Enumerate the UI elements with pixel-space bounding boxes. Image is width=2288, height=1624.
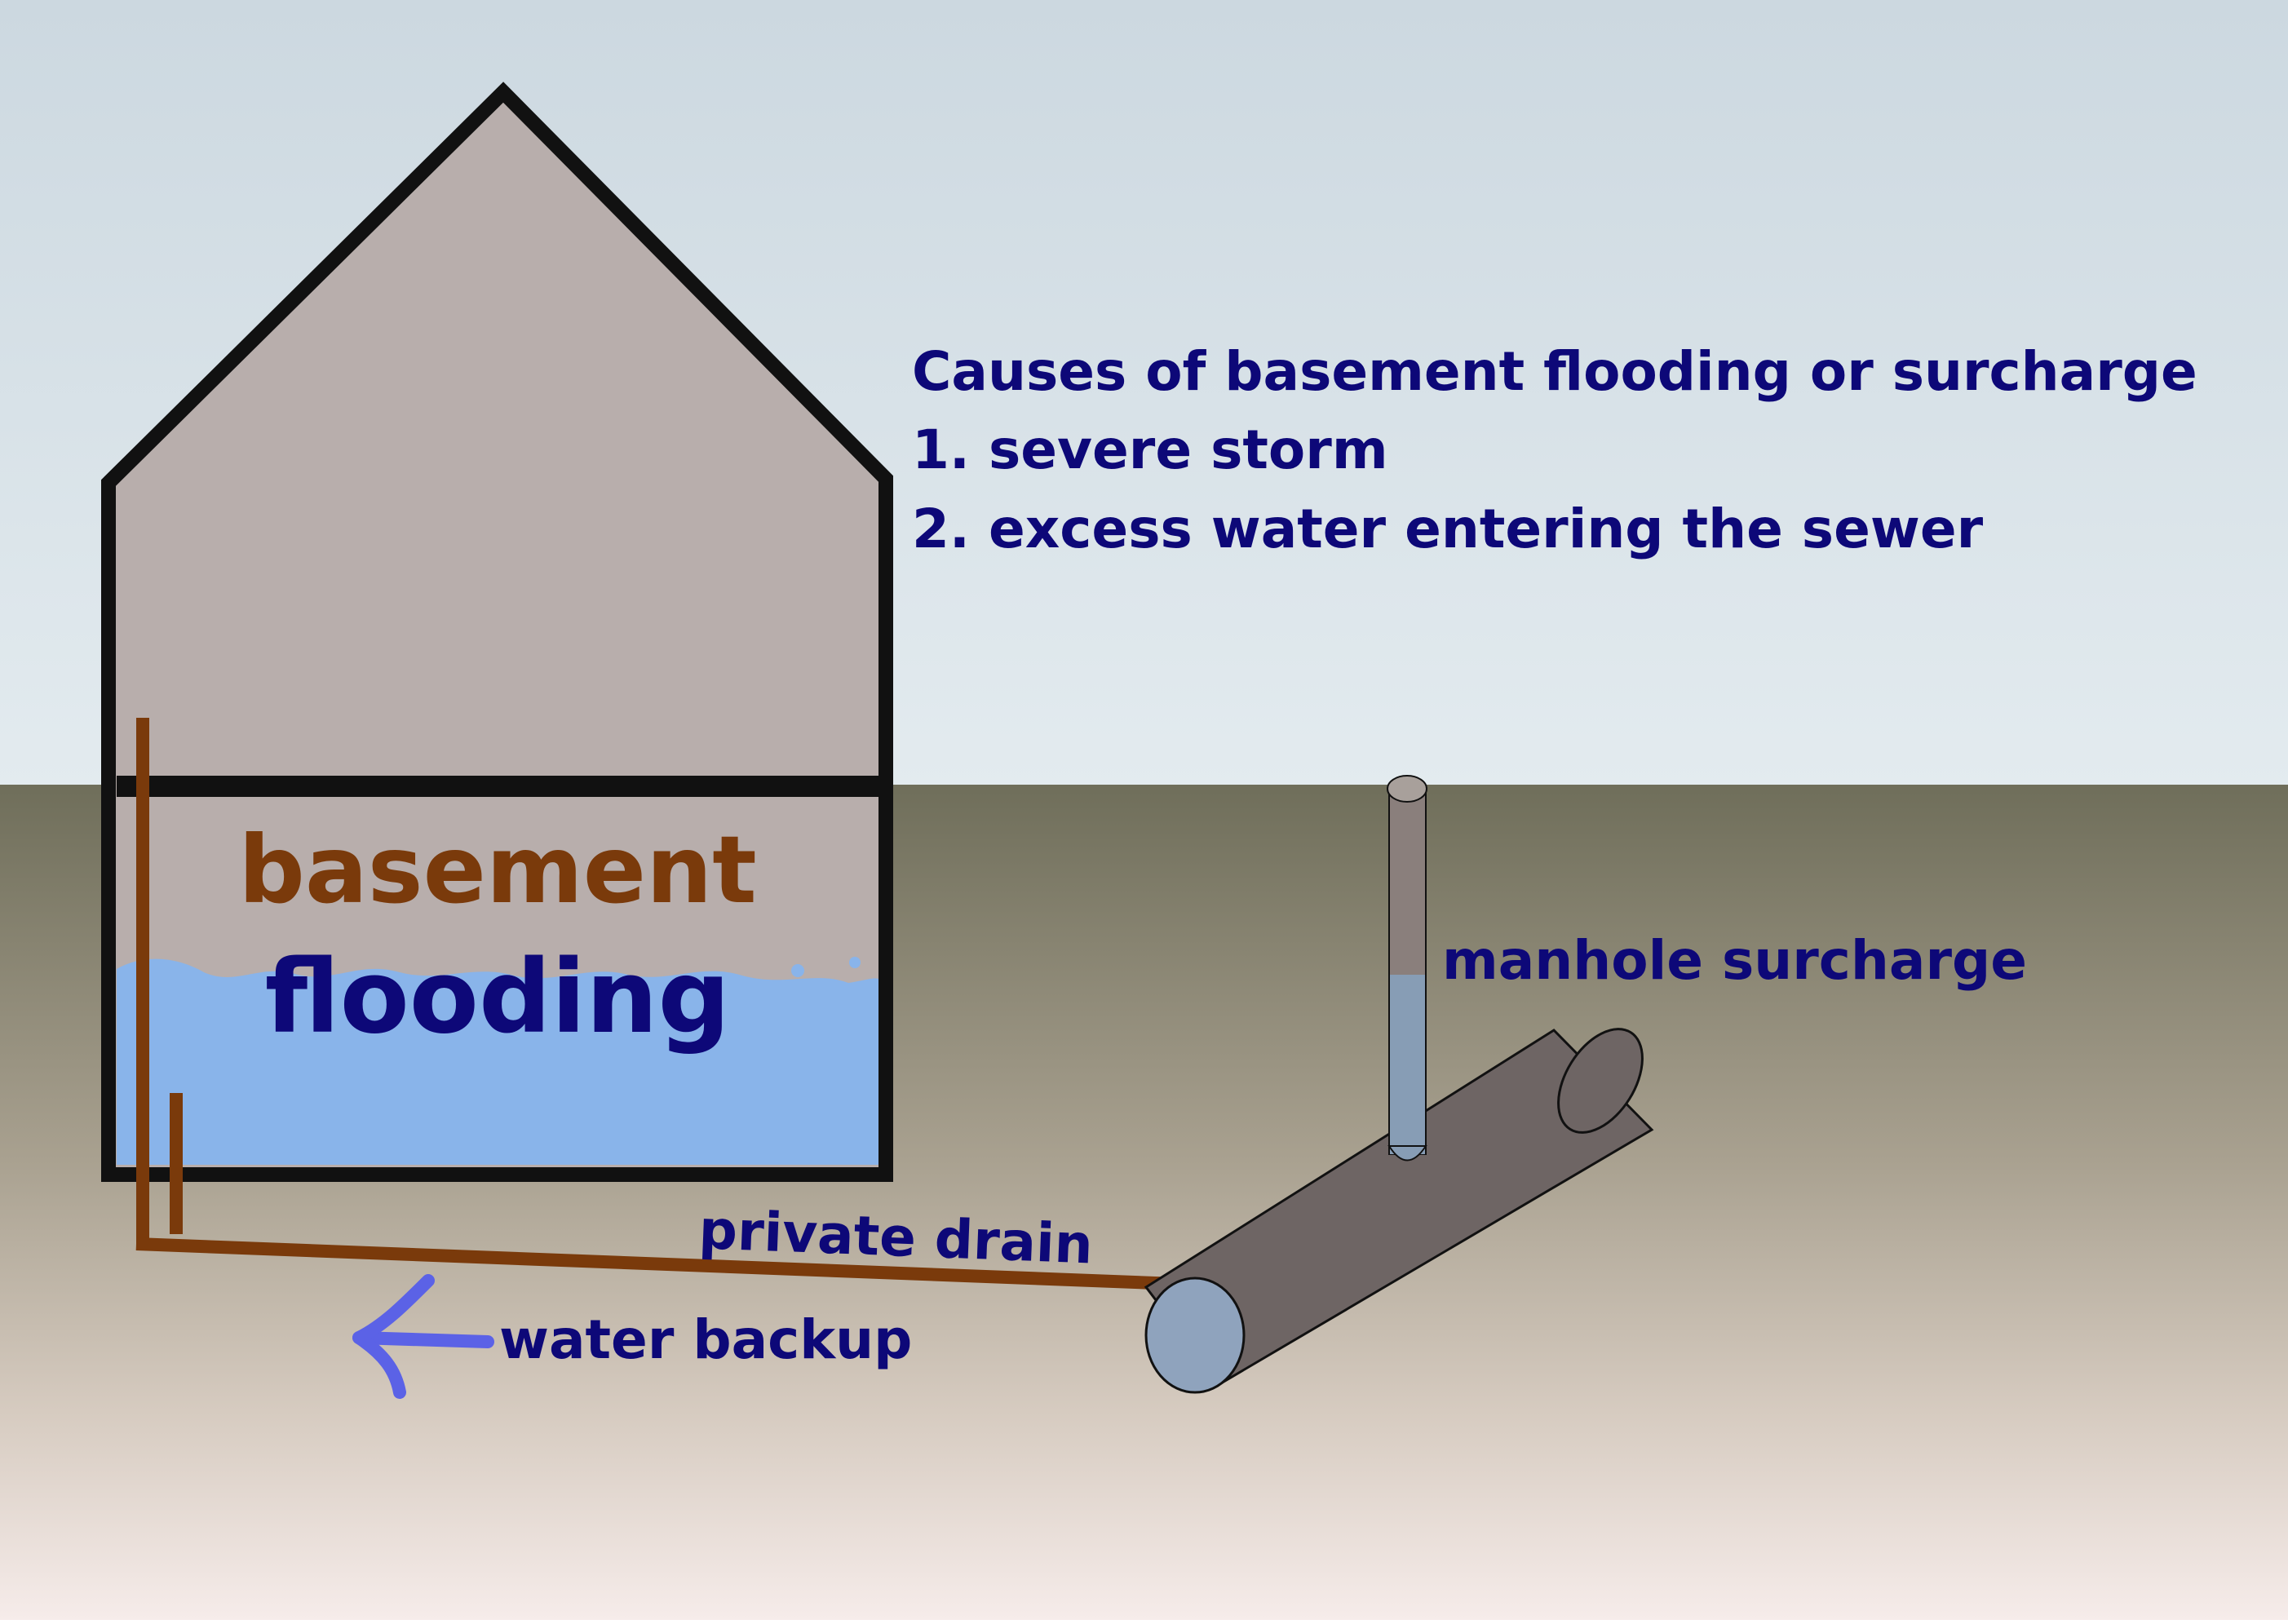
manhole-shaft	[1387, 775, 1427, 1162]
water-splash	[791, 964, 804, 977]
manhole-surcharge-label: manhole surcharge	[1442, 929, 2027, 992]
sewer-pipe-open-end	[1144, 1277, 1246, 1394]
manhole-bottom	[1387, 1145, 1427, 1162]
manhole-top-cap	[1387, 775, 1427, 803]
arrow-shaft	[352, 1331, 494, 1348]
sewer-main	[1144, 1028, 1654, 1394]
cause-item-1: 1. severe storm	[912, 418, 1388, 481]
private-drain-pipes	[135, 718, 1200, 1291]
cause-item-2: 2. excess water entering the sewer	[912, 498, 1984, 560]
arrow-head	[352, 1274, 435, 1399]
house-fill	[108, 92, 886, 1175]
manhole-water	[1390, 975, 1425, 1154]
causes-heading: Causes of basement flooding or surcharge	[912, 340, 2197, 403]
water-backup-arrow	[352, 1274, 494, 1399]
sewer-pipe-far-end	[1557, 1028, 1644, 1134]
basement-water	[117, 958, 878, 1165]
water-splash	[849, 957, 861, 968]
private-drain-line	[135, 1237, 1200, 1291]
basement-label: basement	[238, 816, 756, 924]
water-backup-label: water backup	[499, 1308, 912, 1371]
house-outline	[101, 82, 893, 1182]
private-drain-label: private drain	[697, 1198, 1094, 1276]
flooding-label: flooding	[265, 939, 731, 1056]
